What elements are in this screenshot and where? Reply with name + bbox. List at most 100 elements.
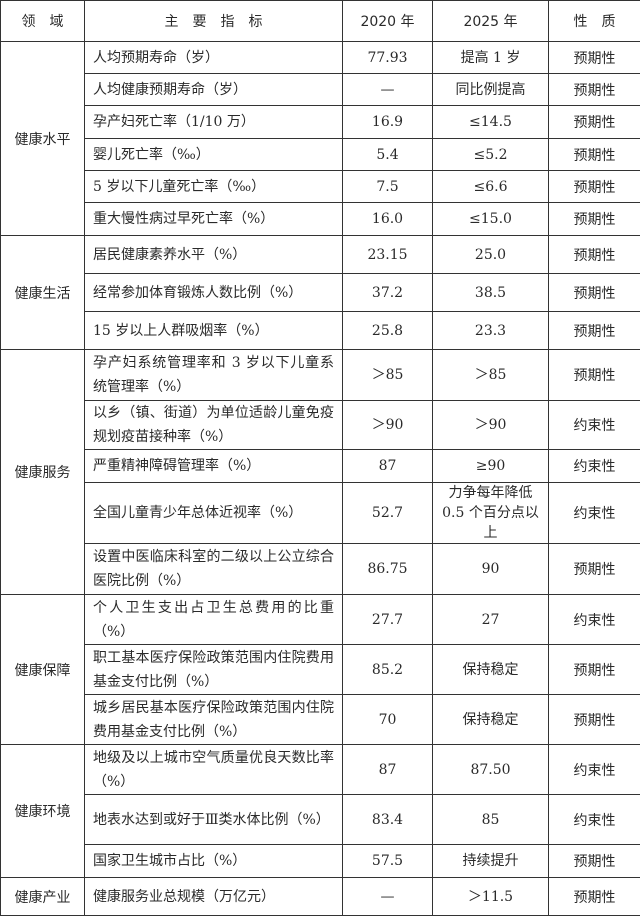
area-cell: 健康保障 [1, 595, 85, 745]
indicator-cell: 全国儿童青少年总体近视率（%） [85, 483, 343, 544]
value-2020-cell: 77.93 [343, 42, 433, 74]
nature-cell: 约束性 [549, 595, 640, 645]
value-2020-cell: 87 [343, 450, 433, 483]
value-2020-cell: 86.75 [343, 544, 433, 595]
indicator-cell: 15 岁以上人群吸烟率（%） [85, 312, 343, 350]
header-2025: 2025 年 [433, 1, 549, 42]
indicator-cell: 个人卫生支出占卫生总费用的比重（%） [85, 595, 343, 645]
target-2025-cell: ＞11.5 [433, 878, 549, 916]
nature-cell: 约束性 [549, 401, 640, 450]
value-2020-cell: 52.7 [343, 483, 433, 544]
target-2025-cell: ≥90 [433, 450, 549, 483]
value-2020-cell: 83.4 [343, 795, 433, 845]
target-2025-cell: 38.5 [433, 274, 549, 312]
nature-cell: 约束性 [549, 450, 640, 483]
target-2025-cell: 25.0 [433, 236, 549, 274]
indicator-cell: 健康服务业总规模（万亿元） [85, 878, 343, 916]
value-2020-cell: — [343, 878, 433, 916]
nature-cell: 预期性 [549, 312, 640, 350]
indicator-cell: 职工基本医疗保险政策范围内住院费用基金支付比例（%） [85, 645, 343, 695]
value-2020-cell: 16.9 [343, 106, 433, 139]
nature-cell: 预期性 [549, 645, 640, 695]
area-cell: 健康水平 [1, 42, 85, 236]
target-2025-cell: ≤6.6 [433, 171, 549, 203]
indicator-cell: 地表水达到或好于Ⅲ类水体比例（%） [85, 795, 343, 845]
target-2025-cell: 保持稳定 [433, 695, 549, 745]
indicator-cell: 重大慢性病过早死亡率（%） [85, 203, 343, 236]
target-2025-cell: 提高 1 岁 [433, 42, 549, 74]
value-2020-cell: 37.2 [343, 274, 433, 312]
target-2025-cell: 87.50 [433, 745, 549, 795]
indicator-cell: 孕产妇系统管理率和 3 岁以下儿童系统管理率（%） [85, 350, 343, 401]
nature-cell: 预期性 [549, 106, 640, 139]
nature-cell: 预期性 [549, 203, 640, 236]
target-2025-cell: 23.3 [433, 312, 549, 350]
value-2020-cell: 5.4 [343, 139, 433, 171]
value-2020-cell: 85.2 [343, 645, 433, 695]
header-area: 领 域 [1, 1, 85, 42]
target-2025-cell: 保持稳定 [433, 645, 549, 695]
value-2020-cell: 23.15 [343, 236, 433, 274]
area-cell: 健康服务 [1, 350, 85, 595]
target-2025-cell: 力争每年降低 0.5 个百分点以上 [433, 483, 549, 544]
area-cell: 健康环境 [1, 745, 85, 878]
nature-cell: 预期性 [549, 274, 640, 312]
target-2025-cell: ＞90 [433, 401, 549, 450]
indicator-cell: 严重精神障碍管理率（%） [85, 450, 343, 483]
header-nature: 性 质 [549, 1, 640, 42]
value-2020-cell: — [343, 74, 433, 106]
header-indicator: 主 要 指 标 [85, 1, 343, 42]
nature-cell: 预期性 [549, 236, 640, 274]
indicator-cell: 孕产妇死亡率（1/10 万） [85, 106, 343, 139]
table-row: 人均健康预期寿命（岁）—同比例提高预期性 [1, 74, 640, 106]
target-2025-cell: 27 [433, 595, 549, 645]
nature-cell: 预期性 [549, 171, 640, 203]
nature-cell: 约束性 [549, 745, 640, 795]
target-2025-cell: ≤14.5 [433, 106, 549, 139]
header-row: 领 域 主 要 指 标 2020 年 2025 年 性 质 [1, 1, 640, 42]
value-2020-cell: 87 [343, 745, 433, 795]
value-2020-cell: 70 [343, 695, 433, 745]
value-2020-cell: ＞85 [343, 350, 433, 401]
nature-cell: 预期性 [549, 695, 640, 745]
indicator-cell: 城乡居民基本医疗保险政策范围内住院费用基金支付比例（%） [85, 695, 343, 745]
nature-cell: 约束性 [549, 795, 640, 845]
nature-cell: 预期性 [549, 544, 640, 595]
value-2020-cell: ＞90 [343, 401, 433, 450]
indicator-cell: 经常参加体育锻炼人数比例（%） [85, 274, 343, 312]
indicator-cell: 国家卫生城市占比（%） [85, 845, 343, 878]
nature-cell: 预期性 [549, 350, 640, 401]
nature-cell: 预期性 [549, 878, 640, 916]
value-2020-cell: 57.5 [343, 845, 433, 878]
target-2025-cell: 同比例提高 [433, 74, 549, 106]
target-2025-cell: ≤5.2 [433, 139, 549, 171]
nature-cell: 预期性 [549, 139, 640, 171]
indicator-cell: 人均健康预期寿命（岁） [85, 74, 343, 106]
target-2025-cell: 持续提升 [433, 845, 549, 878]
value-2020-cell: 27.7 [343, 595, 433, 645]
indicator-cell: 5 岁以下儿童死亡率（‰） [85, 171, 343, 203]
target-2025-cell: 85 [433, 795, 549, 845]
nature-cell: 预期性 [549, 845, 640, 878]
nature-cell: 预期性 [549, 74, 640, 106]
indicator-cell: 地级及以上城市空气质量优良天数比率（%） [85, 745, 343, 795]
